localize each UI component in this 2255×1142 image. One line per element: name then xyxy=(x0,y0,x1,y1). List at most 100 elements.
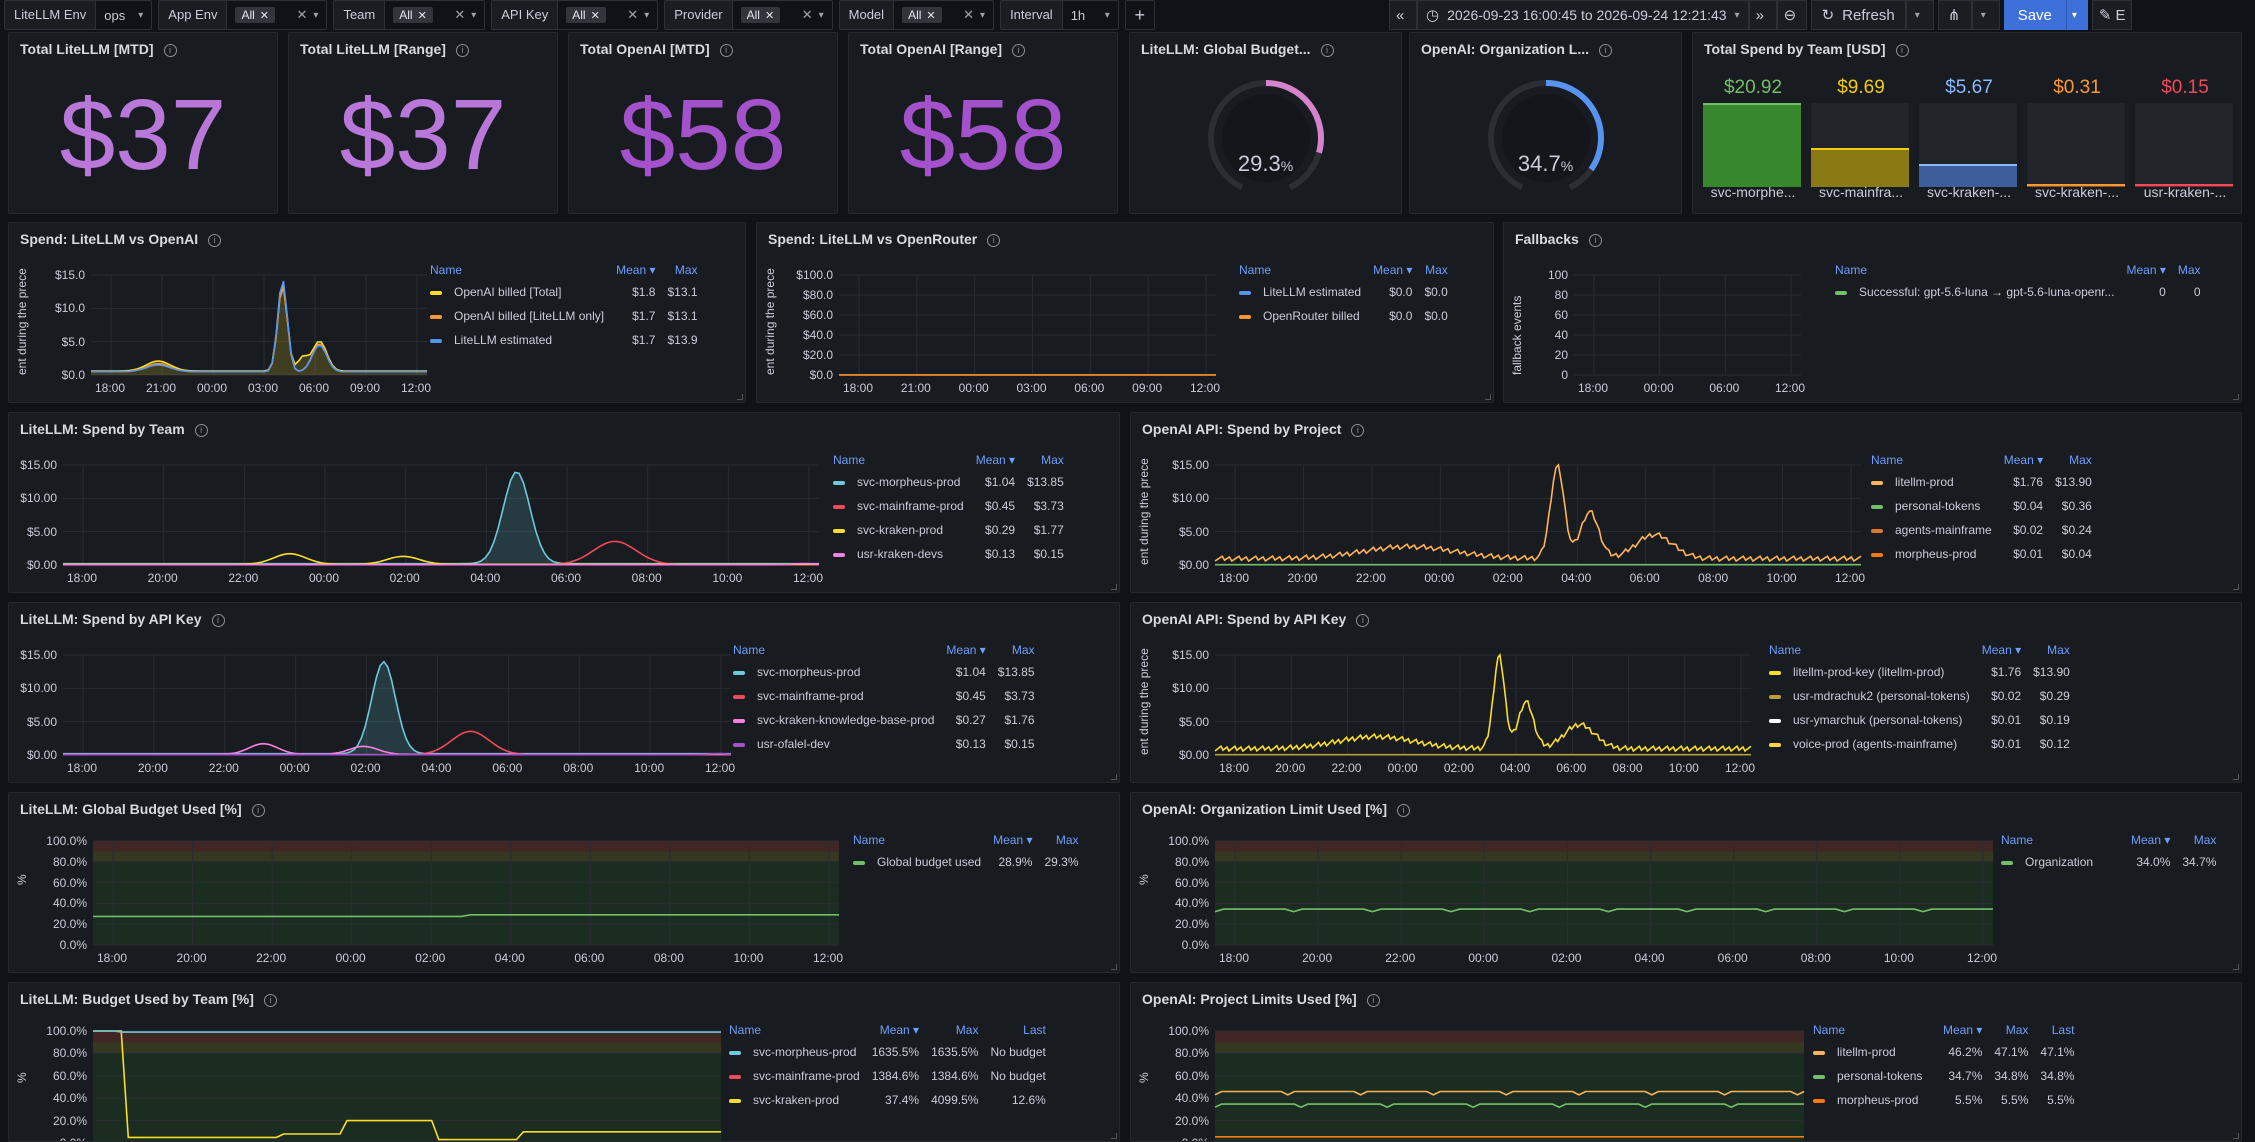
info-icon[interactable]: i xyxy=(1588,233,1602,247)
legend-col-header[interactable]: Mean ▾ xyxy=(616,263,656,277)
legend-row[interactable]: LiteLLM estimated $0.0 $0.0 xyxy=(1233,280,1454,304)
legend-col-header[interactable]: Max xyxy=(2193,833,2217,847)
plot-area[interactable] xyxy=(9,413,1120,593)
gauge-panel[interactable]: OpenAI: Organization L... i 34.7% xyxy=(1409,32,1682,214)
variable-select[interactable]: All ✕ ✕ ▾ xyxy=(558,0,659,30)
clear-icon[interactable]: ✕ xyxy=(963,7,975,22)
info-icon[interactable]: i xyxy=(455,43,469,57)
legend-row[interactable]: svc-morpheus-prod $1.04 $13.85 xyxy=(827,470,1070,494)
plot-area[interactable] xyxy=(9,793,1120,973)
info-icon[interactable]: i xyxy=(163,43,177,57)
spend-by-project-panel[interactable]: OpenAI API: Spend by Project i ent during … xyxy=(1130,412,2242,593)
legend-col-header[interactable]: Mean ▾ xyxy=(946,643,986,657)
clear-icon[interactable]: ✕ xyxy=(454,7,466,22)
stat-panel[interactable]: Total OpenAI [Range] i $58 xyxy=(848,32,1118,214)
info-icon[interactable]: i xyxy=(263,993,277,1007)
plot-area[interactable] xyxy=(9,603,1120,783)
legend-col-header[interactable]: Name xyxy=(833,453,866,467)
resize-handle[interactable] xyxy=(2233,964,2239,970)
variable-select[interactable]: All ✕ ✕ ▾ xyxy=(732,0,833,30)
variable-chip[interactable]: All ✕ xyxy=(393,7,433,23)
spend-by-apikey-panel[interactable]: LiteLLM: Spend by API Key i $15.00 $10.00 $5… xyxy=(8,602,1120,783)
time-back-button[interactable]: « xyxy=(1389,0,1417,30)
legend-col-header[interactable]: Name xyxy=(1813,1023,1846,1037)
info-icon[interactable]: i xyxy=(1012,43,1026,57)
legend-col-header[interactable]: Mean ▾ xyxy=(2126,263,2166,277)
legend-row[interactable]: agents-mainframe $0.02 $0.24 xyxy=(1865,518,2098,542)
legend-row[interactable]: svc-kraken-prod $0.29 $1.77 xyxy=(827,518,1070,542)
remove-chip-icon[interactable]: ✕ xyxy=(590,10,600,22)
info-icon[interactable]: i xyxy=(1356,613,1370,627)
plot-area[interactable] xyxy=(1131,983,2242,1142)
legend-col-header[interactable]: Max xyxy=(674,263,698,277)
legend-col-header[interactable]: Mean ▾ xyxy=(879,1023,920,1037)
legend-col-header[interactable]: Max xyxy=(1425,263,1448,277)
legend-row[interactable]: svc-mainframe-prod 1384.6% 1384.6% No budge… xyxy=(723,1064,1052,1088)
refresh-interval-dropdown[interactable]: ▾ xyxy=(1905,0,1934,30)
variable-chip[interactable]: All ✕ xyxy=(902,7,942,23)
legend-row[interactable]: OpenRouter billed $0.0 $0.0 xyxy=(1233,304,1454,328)
legend-col-header[interactable]: Max xyxy=(1055,833,1079,847)
resize-handle[interactable] xyxy=(1111,584,1117,590)
legend-col-header[interactable]: Max xyxy=(1041,453,1064,467)
clear-icon[interactable]: ✕ xyxy=(627,7,639,22)
legend-row[interactable]: usr-kraken-devs $0.13 $0.15 xyxy=(827,542,1070,566)
info-icon[interactable]: i xyxy=(251,803,265,817)
add-variable-button[interactable]: + xyxy=(1124,0,1155,30)
legend-row[interactable]: morpheus-prod $0.01 $0.04 xyxy=(1865,542,2098,566)
legend-col-header[interactable]: Max xyxy=(1011,643,1035,657)
info-icon[interactable]: i xyxy=(1351,423,1365,437)
legend-row[interactable]: morpheus-prod 5.5% 5.5% 5.5% xyxy=(1807,1088,2080,1112)
legend-col-header[interactable]: Max xyxy=(2005,1023,2029,1037)
variable-select[interactable]: All ✕ ✕ ▾ xyxy=(385,0,486,30)
legend-row[interactable]: litellm-prod-key (litellm-prod) $1.76 $13.… xyxy=(1763,660,2076,684)
resize-handle[interactable] xyxy=(2233,394,2239,400)
legend-col-header[interactable]: Last xyxy=(1023,1023,1046,1037)
legend-col-header[interactable]: Max xyxy=(955,1023,979,1037)
legend-row[interactable]: svc-mainframe-prod $0.45 $3.73 xyxy=(827,494,1070,518)
resize-handle[interactable] xyxy=(1111,964,1117,970)
global-budget-panel[interactable]: LiteLLM: Global Budget Used [%] i% 100.0% 8… xyxy=(8,792,1120,973)
legend-col-header[interactable]: Mean ▾ xyxy=(993,833,1033,847)
variable-chip[interactable]: All ✕ xyxy=(235,7,276,23)
legend-row[interactable]: svc-morpheus-prod $1.04 $13.85 xyxy=(727,660,1041,684)
variable-chip[interactable]: All ✕ xyxy=(566,7,606,23)
legend-col-header[interactable]: Name xyxy=(853,833,886,847)
project-limits-panel[interactable]: OpenAI: Project Limits Used [%] i% 100.0% 8… xyxy=(1130,982,2242,1142)
variable-chip[interactable]: All ✕ xyxy=(740,7,781,23)
legend-col-header[interactable]: Mean ▾ xyxy=(1373,263,1413,277)
legend-col-header[interactable]: Name xyxy=(733,643,766,657)
remove-chip-icon[interactable]: ✕ xyxy=(417,10,427,22)
litellm-vs-openai-panel[interactable]: Spend: LiteLLM vs OpenAI i ent during the … xyxy=(8,222,746,403)
resize-handle[interactable] xyxy=(1111,774,1117,780)
info-icon[interactable]: i xyxy=(1320,43,1334,57)
litellm-vs-openrouter-panel[interactable]: Spend: LiteLLM vs OpenRouter i ent during … xyxy=(756,222,1494,403)
legend-row[interactable]: litellm-prod $1.76 $13.90 xyxy=(1865,470,2098,494)
resize-handle[interactable] xyxy=(1485,394,1491,400)
fallbacks-panel[interactable]: Fallbacks i fallback events 100 80 60 40 20 0 18:… xyxy=(1503,222,2242,403)
legend-row[interactable]: personal-tokens 34.7% 34.8% 34.8% xyxy=(1807,1064,2080,1088)
zoom-out-button[interactable]: ⊖ xyxy=(1776,0,1807,30)
openai-by-apikey-panel[interactable]: OpenAI API: Spend by API Key i ent during … xyxy=(1130,602,2242,783)
legend-row[interactable]: usr-ofalel-dev $0.13 $0.15 xyxy=(727,732,1041,756)
clear-icon[interactable]: ✕ xyxy=(801,7,813,22)
resize-handle[interactable] xyxy=(2233,774,2239,780)
legend-col-header[interactable]: Max xyxy=(2069,453,2092,467)
info-icon[interactable]: i xyxy=(194,423,208,437)
clear-icon[interactable]: ✕ xyxy=(296,7,308,22)
legend-col-header[interactable]: Mean ▾ xyxy=(2131,833,2171,847)
remove-chip-icon[interactable]: ✕ xyxy=(926,10,936,22)
legend-col-header[interactable]: Max xyxy=(2047,643,2070,657)
legend-col-header[interactable]: Name xyxy=(1871,453,1904,467)
resize-handle[interactable] xyxy=(2233,584,2239,590)
time-forward-button[interactable]: » xyxy=(1748,0,1777,30)
plot-area[interactable] xyxy=(1131,603,2242,783)
legend-row[interactable]: svc-mainframe-prod $0.45 $3.73 xyxy=(727,684,1041,708)
legend-col-header[interactable]: Mean ▾ xyxy=(2003,453,2044,467)
resize-handle[interactable] xyxy=(2233,1133,2239,1139)
legend-col-header[interactable]: Mean ▾ xyxy=(1943,1023,1983,1037)
legend-col-header[interactable]: Name xyxy=(1769,643,1802,657)
legend-col-header[interactable]: Name xyxy=(729,1023,762,1037)
stat-panel[interactable]: Total LiteLLM [MTD] i $37 xyxy=(8,32,278,214)
gauge-panel[interactable]: LiteLLM: Global Budget... i 29.3% xyxy=(1129,32,1402,214)
